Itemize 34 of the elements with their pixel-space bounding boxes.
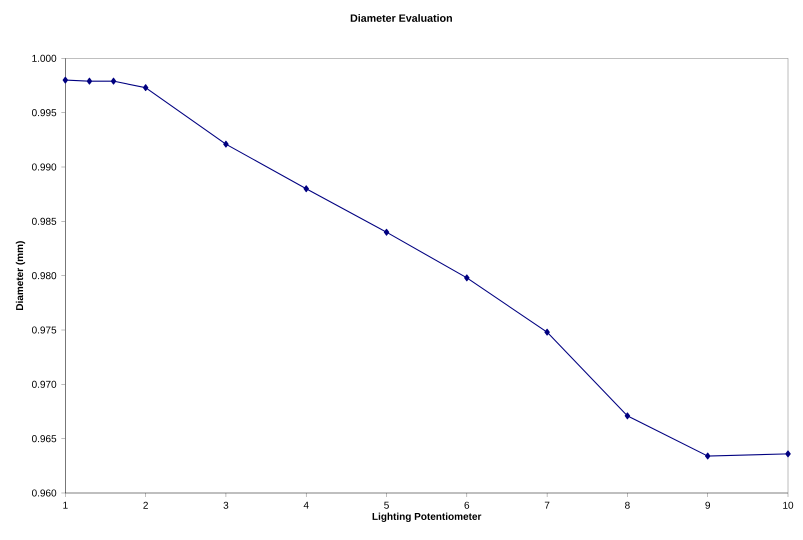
- point: [464, 274, 470, 282]
- point: [624, 412, 630, 420]
- point: [544, 328, 550, 336]
- point: [303, 185, 309, 192]
- point: [142, 84, 148, 92]
- x-tick-label: 9: [705, 502, 710, 509]
- x-tick-label: 4: [304, 502, 309, 509]
- x-axis-title: Lighting Potentiometer: [372, 512, 482, 522]
- x-tick-label: 6: [464, 502, 470, 509]
- y-tick-label: 1.000: [32, 54, 56, 62]
- point: [223, 140, 229, 148]
- point: [110, 78, 116, 85]
- y-tick-label: 0.960: [32, 489, 56, 497]
- y-tick-label: 0.995: [32, 109, 56, 116]
- point: [704, 452, 710, 460]
- x-tick-label: 5: [384, 502, 389, 509]
- point: [86, 78, 92, 85]
- y-tick-label: 0.980: [32, 272, 56, 280]
- y-tick-label: 0.985: [32, 218, 56, 225]
- y-tick-label: 0.990: [32, 163, 56, 171]
- chart-title: Diameter Evaluation: [350, 14, 452, 22]
- x-tick-label: 1: [63, 502, 68, 509]
- y-tick-label: 0.965: [32, 435, 56, 442]
- point: [384, 228, 390, 236]
- y-axis-title: Diameter (mm): [16, 241, 26, 310]
- y-tick-label: 0.970: [32, 380, 56, 388]
- point: [785, 450, 791, 458]
- x-tick-label: 8: [625, 502, 630, 509]
- x-tick-label: 2: [143, 502, 148, 509]
- y-tick-label: 0.975: [32, 326, 56, 334]
- x-tick-label: 10: [783, 502, 794, 509]
- point: [62, 76, 68, 84]
- x-tick-label: 3: [224, 502, 228, 509]
- x-tick-label: 7: [544, 502, 550, 509]
